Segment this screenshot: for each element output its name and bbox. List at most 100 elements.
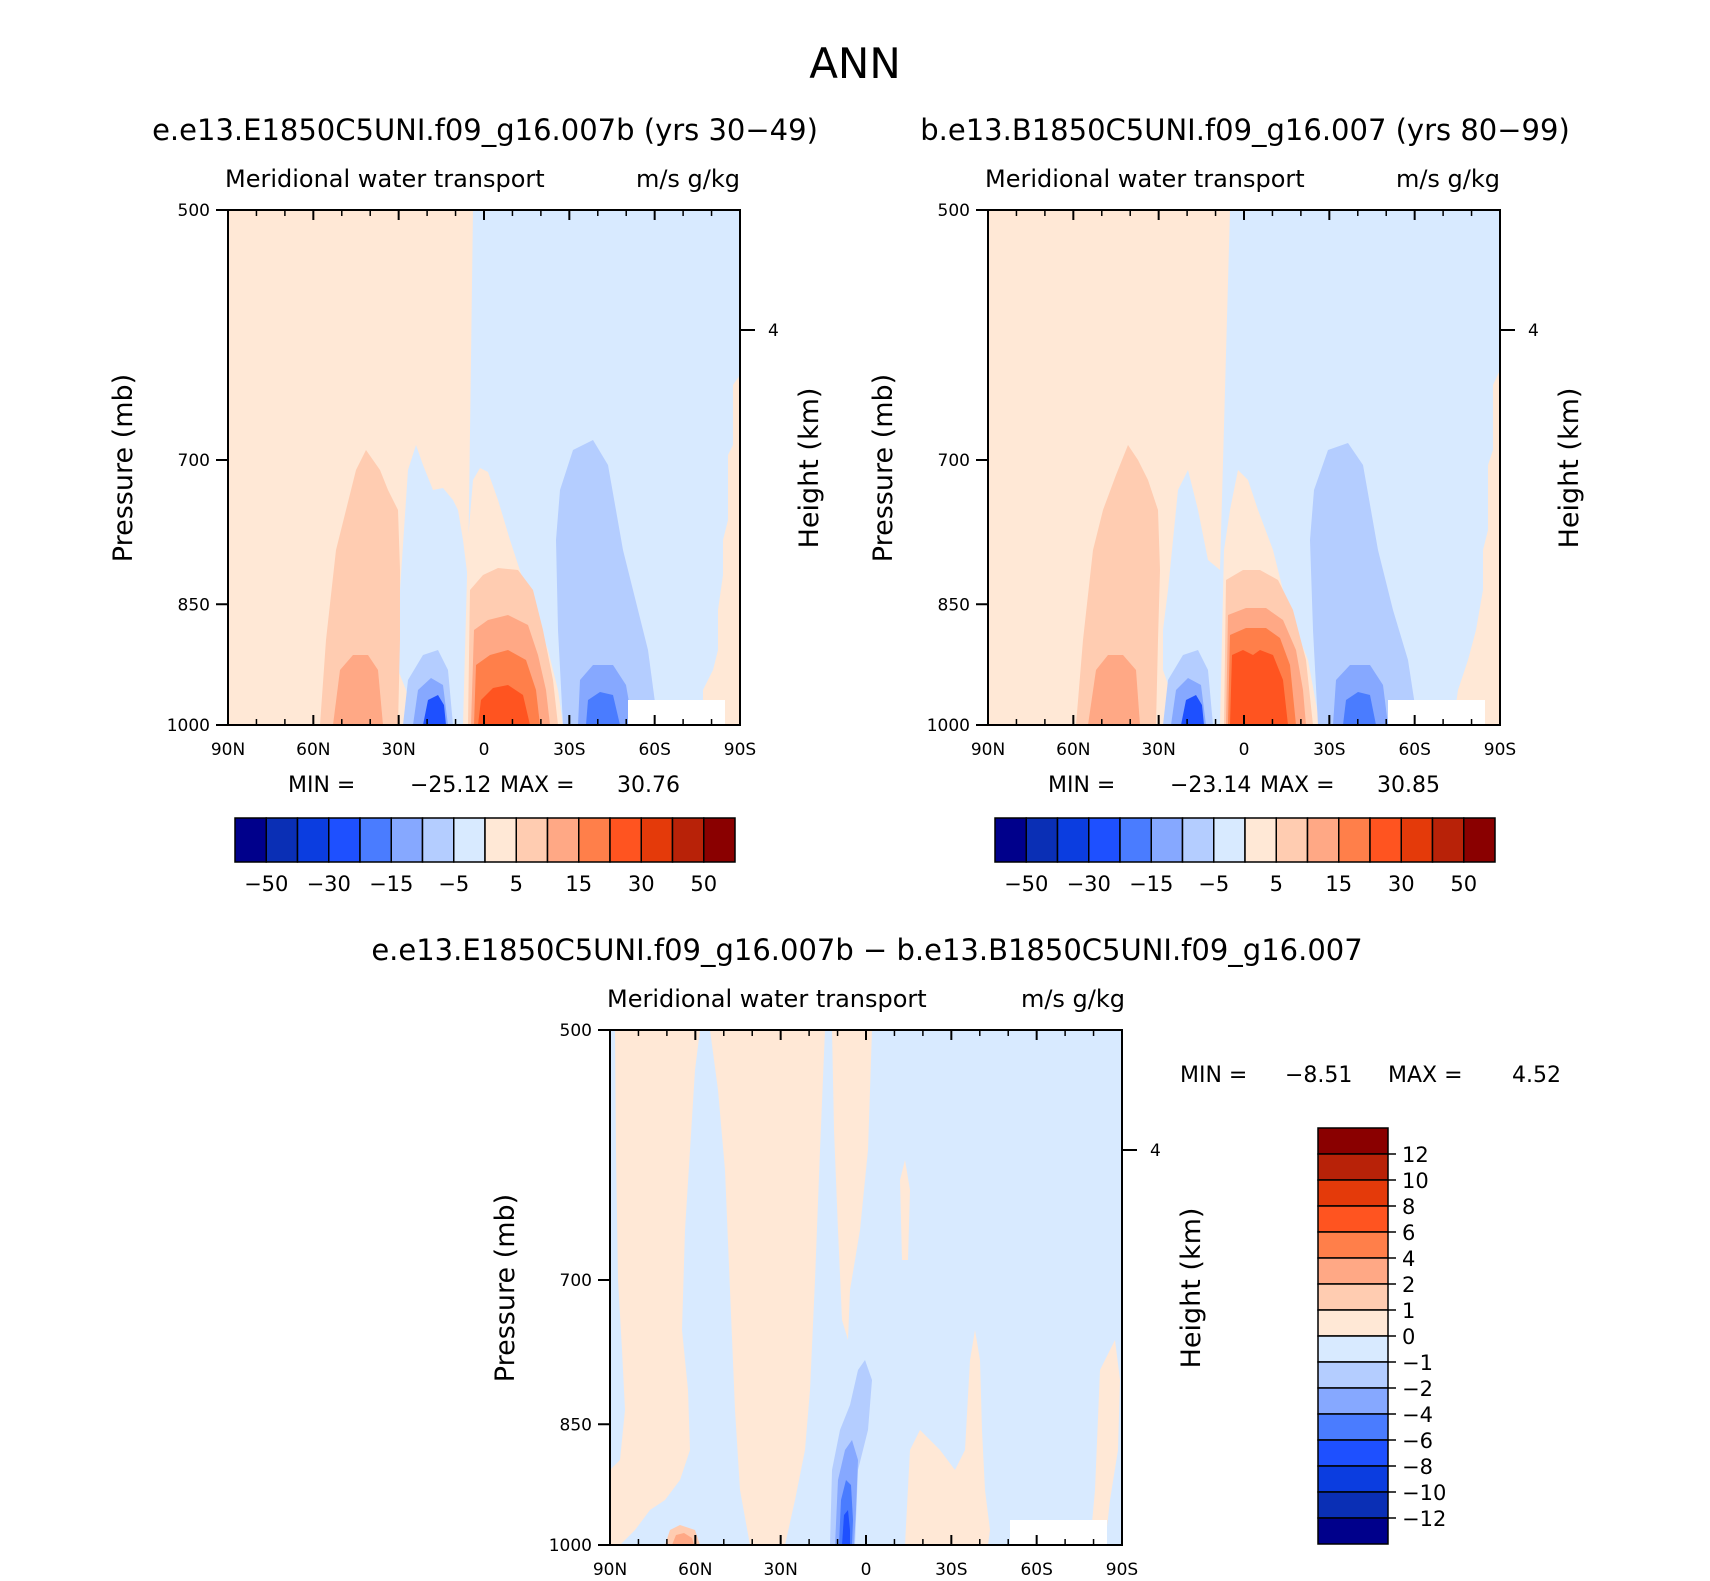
figure-title: ANN: [809, 39, 901, 88]
colorbar-label: −30: [307, 872, 351, 896]
colorbar-swatch: [1317, 1127, 1389, 1155]
colorbar-swatch: [1088, 817, 1121, 863]
colorbar-swatch: [1317, 1179, 1389, 1207]
xtick-label: 60N: [1056, 740, 1090, 760]
ytick-label: 1000: [167, 716, 210, 736]
xtick-label: 90S: [724, 740, 756, 760]
colorbar-label: 1: [1402, 1299, 1415, 1323]
panel-left-ylabel-right: Height (km): [794, 388, 825, 549]
panel-left-max-label: MAX =: [500, 773, 575, 798]
field-region-negative-sh-core: [586, 692, 620, 725]
colorbar-label: −50: [1004, 872, 1048, 896]
panel-right-xticks: 90N 60N 30N 0 30S 60S 90S: [971, 210, 1516, 760]
panel-diff-field: [610, 1030, 1122, 1545]
panel-left-min-value: −25.12: [410, 773, 491, 798]
panel-left-subtitle: Meridional water transport: [225, 165, 545, 193]
ytick-label: 1000: [549, 1536, 592, 1556]
field-region-positive-eq: [832, 1030, 872, 1340]
colorbar-label: −50: [244, 872, 288, 896]
panel-diff-max-label: MAX =: [1388, 1063, 1463, 1088]
field-missing-data: [1388, 700, 1485, 725]
colorbar-swatch: [328, 817, 361, 863]
colorbar-label: −5: [1198, 872, 1229, 896]
field-region-positive-core: [1230, 650, 1288, 725]
ytick-label: 850: [560, 1415, 592, 1435]
colorbar-label: 5: [1270, 872, 1283, 896]
colorbar-swatch: [1317, 1361, 1389, 1389]
ytick-label: 700: [560, 1271, 592, 1291]
colorbar-swatch: [1317, 1257, 1389, 1285]
colorbar-label: 30: [1388, 872, 1415, 896]
colorbar-swatch: [1213, 817, 1246, 863]
panel-left-units: m/s g/kg: [636, 165, 740, 193]
field-region-positive-sh: [905, 1330, 990, 1545]
colorbar-swatch: [1317, 1153, 1389, 1181]
field-region-positive-core: [478, 685, 530, 725]
colorbar-label: 12: [1402, 1143, 1429, 1167]
xtick-label: 0: [861, 1560, 872, 1580]
panel-right-ylabel-right: Height (km): [1554, 388, 1585, 549]
colorbar-swatch: [1338, 817, 1371, 863]
field-region-negative-sh-core: [1343, 692, 1376, 725]
panel-right: b.e13.B1850C5UNI.f09_g16.007 (yrs 80−99)…: [868, 113, 1585, 896]
panel-diff-min-value: −8.51: [1285, 1063, 1352, 1088]
panel-diff-max-value: 4.52: [1512, 1063, 1561, 1088]
colorbar-label: −5: [438, 872, 469, 896]
colorbar-label: −10: [1402, 1481, 1446, 1505]
xtick-label: 30S: [553, 740, 585, 760]
colorbar-swatch: [265, 817, 299, 863]
panel-left-max-value: 30.76: [617, 773, 680, 798]
panel-left-xticks: 90N 60N 30N 0 30S 60S 90S: [211, 210, 756, 760]
colorbar-label: −15: [369, 872, 413, 896]
colorbar-swatch: [296, 817, 330, 863]
colorbar-swatch: [1181, 817, 1215, 863]
xtick-label: 30N: [381, 740, 415, 760]
colorbar-swatch: [515, 817, 549, 863]
colorbar-swatch: [1025, 817, 1059, 863]
ytick-label: 500: [560, 1021, 592, 1041]
panel-diff-xticks: 90N 60N 30N 0 30S 60S 90S: [593, 1030, 1138, 1580]
colorbar-swatch: [1119, 817, 1152, 863]
panel-diff: e.e13.E1850C5UNI.f09_g16.007b − b.e13.B1…: [371, 933, 1561, 1580]
colorbar-label: 50: [1450, 872, 1477, 896]
field-region-positive-edge: [1090, 1340, 1120, 1545]
panel-right-subtitle: Meridional water transport: [985, 165, 1305, 193]
field-region-positive-nh-inner: [333, 655, 383, 725]
colorbar-label: −6: [1402, 1429, 1433, 1453]
field-region-positive-nh: [610, 1030, 700, 1545]
xtick-label: 60S: [638, 740, 670, 760]
xtick-label: 30N: [1141, 740, 1175, 760]
field-region-negative-nh-core: [423, 695, 446, 725]
ytick-label: 700: [178, 451, 210, 471]
colorbar-label: −1: [1402, 1351, 1433, 1375]
panel-diff-units: m/s g/kg: [1021, 985, 1125, 1013]
colorbar-swatch: [1317, 1283, 1389, 1311]
field-region-negative-sh: [1310, 443, 1418, 725]
xtick-label: 60N: [296, 740, 330, 760]
panel-right-field: [988, 210, 1500, 725]
xtick-label: 30S: [1313, 740, 1345, 760]
colorbar-swatch: [1150, 817, 1184, 863]
colorbar-swatch: [1275, 817, 1309, 863]
xtick-label: 30S: [935, 1560, 967, 1580]
field-region-positive-nh: [320, 450, 400, 725]
ytick-label: 1000: [927, 716, 970, 736]
colorbar-label: 30: [628, 872, 655, 896]
panel-diff-yticks: 500 700 850 1000: [549, 1021, 610, 1556]
panel-left-min-label: MIN =: [288, 773, 355, 798]
field-region-positive-nh-inner: [1088, 655, 1140, 725]
colorbar-swatch: [1431, 817, 1465, 863]
colorbar-swatch: [421, 817, 455, 863]
colorbar-label: 10: [1402, 1169, 1429, 1193]
colorbar-swatch: [703, 817, 736, 863]
colorbar-label: 6: [1402, 1221, 1415, 1245]
xtick-label: 60S: [1398, 740, 1430, 760]
colorbar-swatch: [359, 817, 392, 863]
field-region-negative-eq-max: [842, 1510, 850, 1545]
field-region-positive-nh: [1076, 445, 1160, 725]
colorbar-swatch: [1317, 1335, 1389, 1363]
colorbar-swatch: [578, 817, 611, 863]
colorbar-swatch: [1400, 817, 1434, 863]
colorbar-swatch: [640, 817, 674, 863]
panel-right-ytick-right-4: 4: [1528, 321, 1539, 341]
